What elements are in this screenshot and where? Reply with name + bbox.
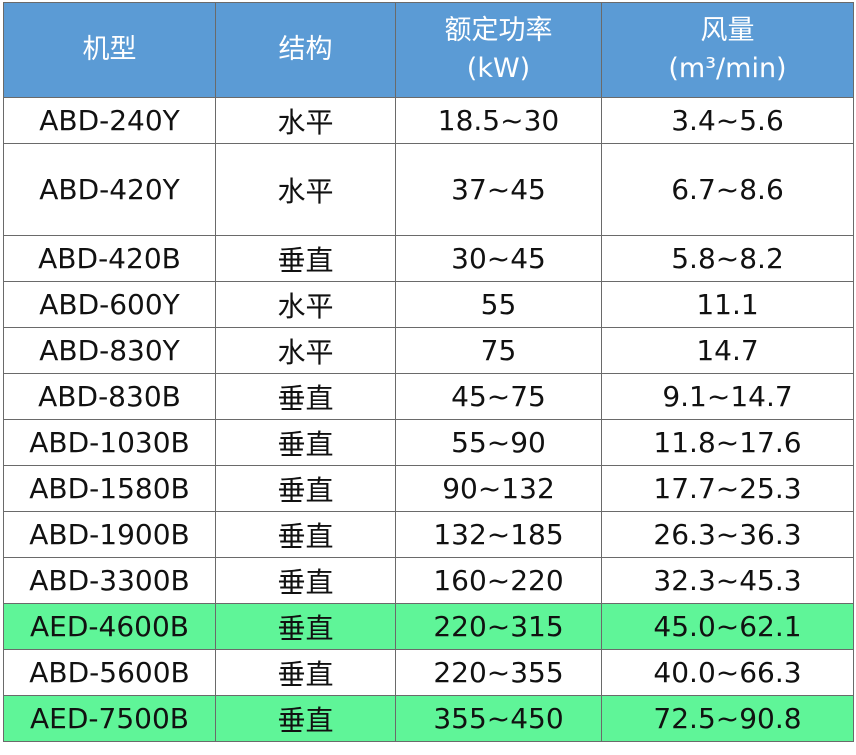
cell-power: 75 [395,327,602,374]
cell-structure: 垂直 [215,235,396,282]
cell-power: 55~90 [395,419,602,466]
table-row: ABD-600Y 水平 55 11.1 [3,281,854,328]
table-row: ABD-1900B 垂直 132~185 26.3~36.3 [3,511,854,558]
cell-model: ABD-1580B [3,465,216,512]
table-row: ABD-830B 垂直 45~75 9.1~14.7 [3,373,854,420]
cell-flow: 32.3~45.3 [601,557,854,604]
table-row: ABD-420B 垂直 30~45 5.8~8.2 [3,235,854,282]
cell-model: ABD-420B [3,235,216,282]
table-body: ABD-240Y 水平 18.5~30 3.4~5.6 ABD-420Y 水平 37~45… [3,97,854,742]
cell-model: ABD-1900B [3,511,216,558]
cell-model: ABD-5600B [3,649,216,696]
cell-flow: 6.7~8.6 [601,143,854,236]
table-row: AED-4600B 垂直 220~315 45.0~62.1 [3,603,854,650]
cell-model: ABD-420Y [3,143,216,236]
cell-structure: 水平 [215,143,396,236]
header-flow: 风量 (m³/min) [601,2,854,98]
cell-model: AED-7500B [3,695,216,742]
table-row: ABD-1030B 垂直 55~90 11.8~17.6 [3,419,854,466]
cell-model: ABD-1030B [3,419,216,466]
cell-power: 30~45 [395,235,602,282]
cell-model: AED-4600B [3,603,216,650]
table-row: AED-7500B 垂直 355~450 72.5~90.8 [3,695,854,742]
cell-power: 160~220 [395,557,602,604]
cell-flow: 40.0~66.3 [601,649,854,696]
cell-flow: 14.7 [601,327,854,374]
cell-structure: 水平 [215,327,396,374]
header-flow-title: 风量 [700,15,755,46]
cell-flow: 3.4~5.6 [601,97,854,144]
header-model: 机型 [3,2,216,98]
cell-flow: 9.1~14.7 [601,373,854,420]
spec-table-container: 机型 结构 额定功率 (kW) 风量 (m³/min) ABD-240Y 水平 18… [3,2,854,742]
cell-power: 355~450 [395,695,602,742]
cell-structure: 水平 [215,97,396,144]
table-row: ABD-420Y 水平 37~45 6.7~8.6 [3,143,854,236]
header-power-title: 额定功率 [444,15,553,46]
header-flow-unit: (m³/min) [668,53,787,84]
cell-power: 45~75 [395,373,602,420]
header-power: 额定功率 (kW) [395,2,602,98]
header-row: 机型 结构 额定功率 (kW) 风量 (m³/min) [3,2,854,98]
cell-structure: 垂直 [215,373,396,420]
cell-structure: 垂直 [215,603,396,650]
cell-model: ABD-830B [3,373,216,420]
header-power-unit: (kW) [466,53,531,84]
cell-flow: 45.0~62.1 [601,603,854,650]
cell-flow: 17.7~25.3 [601,465,854,512]
cell-model: ABD-830Y [3,327,216,374]
cell-structure: 垂直 [215,557,396,604]
cell-power: 132~185 [395,511,602,558]
cell-power: 220~315 [395,603,602,650]
cell-structure: 垂直 [215,649,396,696]
cell-flow: 72.5~90.8 [601,695,854,742]
cell-flow: 5.8~8.2 [601,235,854,282]
table-row: ABD-5600B 垂直 220~355 40.0~66.3 [3,649,854,696]
table-row: ABD-830Y 水平 75 14.7 [3,327,854,374]
cell-power: 18.5~30 [395,97,602,144]
cell-structure: 垂直 [215,695,396,742]
cell-flow: 11.8~17.6 [601,419,854,466]
cell-structure: 水平 [215,281,396,328]
cell-power: 37~45 [395,143,602,236]
cell-power: 90~132 [395,465,602,512]
table-row: ABD-1580B 垂直 90~132 17.7~25.3 [3,465,854,512]
cell-model: ABD-3300B [3,557,216,604]
cell-model: ABD-240Y [3,97,216,144]
cell-flow: 11.1 [601,281,854,328]
cell-structure: 垂直 [215,511,396,558]
table-row: ABD-240Y 水平 18.5~30 3.4~5.6 [3,97,854,144]
cell-model: ABD-600Y [3,281,216,328]
header-structure: 结构 [215,2,396,98]
cell-power: 55 [395,281,602,328]
cell-flow: 26.3~36.3 [601,511,854,558]
table-row: ABD-3300B 垂直 160~220 32.3~45.3 [3,557,854,604]
spec-table: 机型 结构 额定功率 (kW) 风量 (m³/min) ABD-240Y 水平 18… [3,2,854,742]
cell-power: 220~355 [395,649,602,696]
cell-structure: 垂直 [215,465,396,512]
cell-structure: 垂直 [215,419,396,466]
table-header: 机型 结构 额定功率 (kW) 风量 (m³/min) [3,2,854,98]
